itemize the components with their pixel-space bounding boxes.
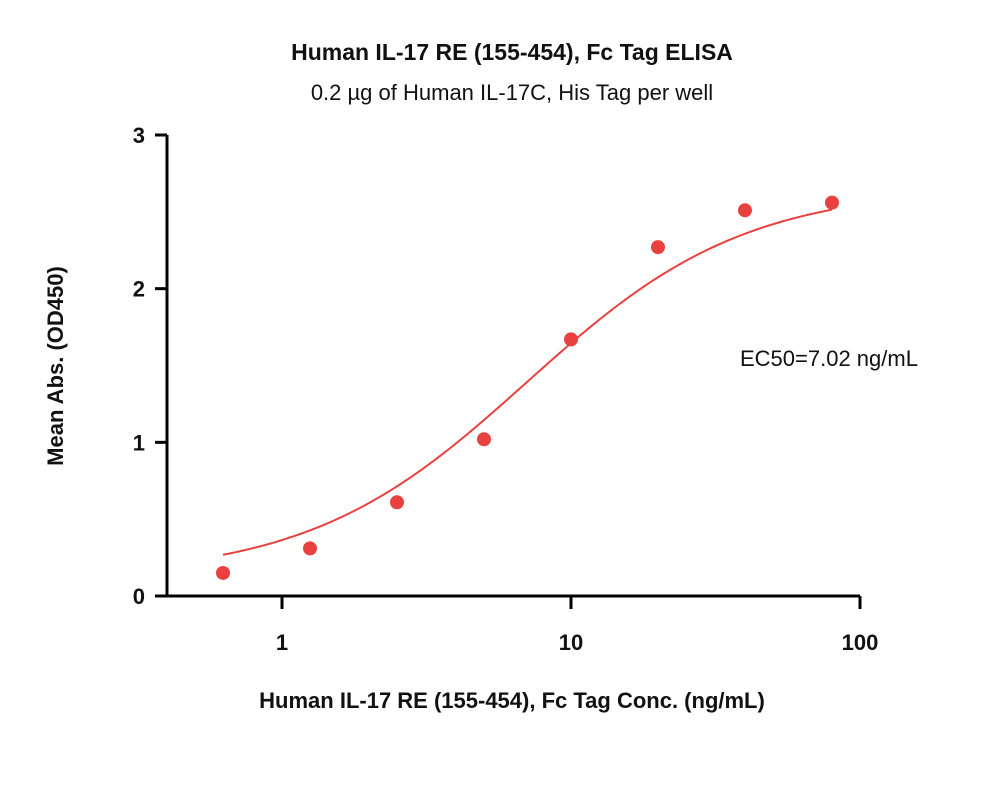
data-points [216,195,839,580]
x-tick-label: 100 [842,630,879,655]
data-point [303,541,318,556]
data-point [737,203,752,218]
data-point [390,495,405,510]
y-tick-label: 0 [133,584,145,609]
y-tick-label: 2 [133,277,145,302]
ec50-annotation: EC50=7.02 ng/mL [740,346,918,371]
axes [155,133,862,609]
fit-curve-group [222,208,833,556]
y-axis-label: Mean Abs. (OD450) [43,266,68,466]
y-tick-label: 3 [133,123,145,148]
y-tick-label: 1 [133,430,145,455]
data-point [477,432,492,447]
x-tick-label: 10 [559,630,583,655]
chart-subtitle: 0.2 µg of Human IL-17C, His Tag per well [311,80,713,105]
x-axis-label: Human IL-17 RE (155-454), Fc Tag Conc. (… [259,688,765,713]
data-point [564,332,579,347]
chart-title: Human IL-17 RE (155-454), Fc Tag ELISA [291,39,733,65]
data-point [824,195,839,210]
tick-labels: 0 1 2 3 1 10 100 [133,123,879,655]
data-point [650,240,665,255]
x-tick-label: 1 [276,630,288,655]
fit-curve [222,208,833,556]
data-point [216,565,231,580]
